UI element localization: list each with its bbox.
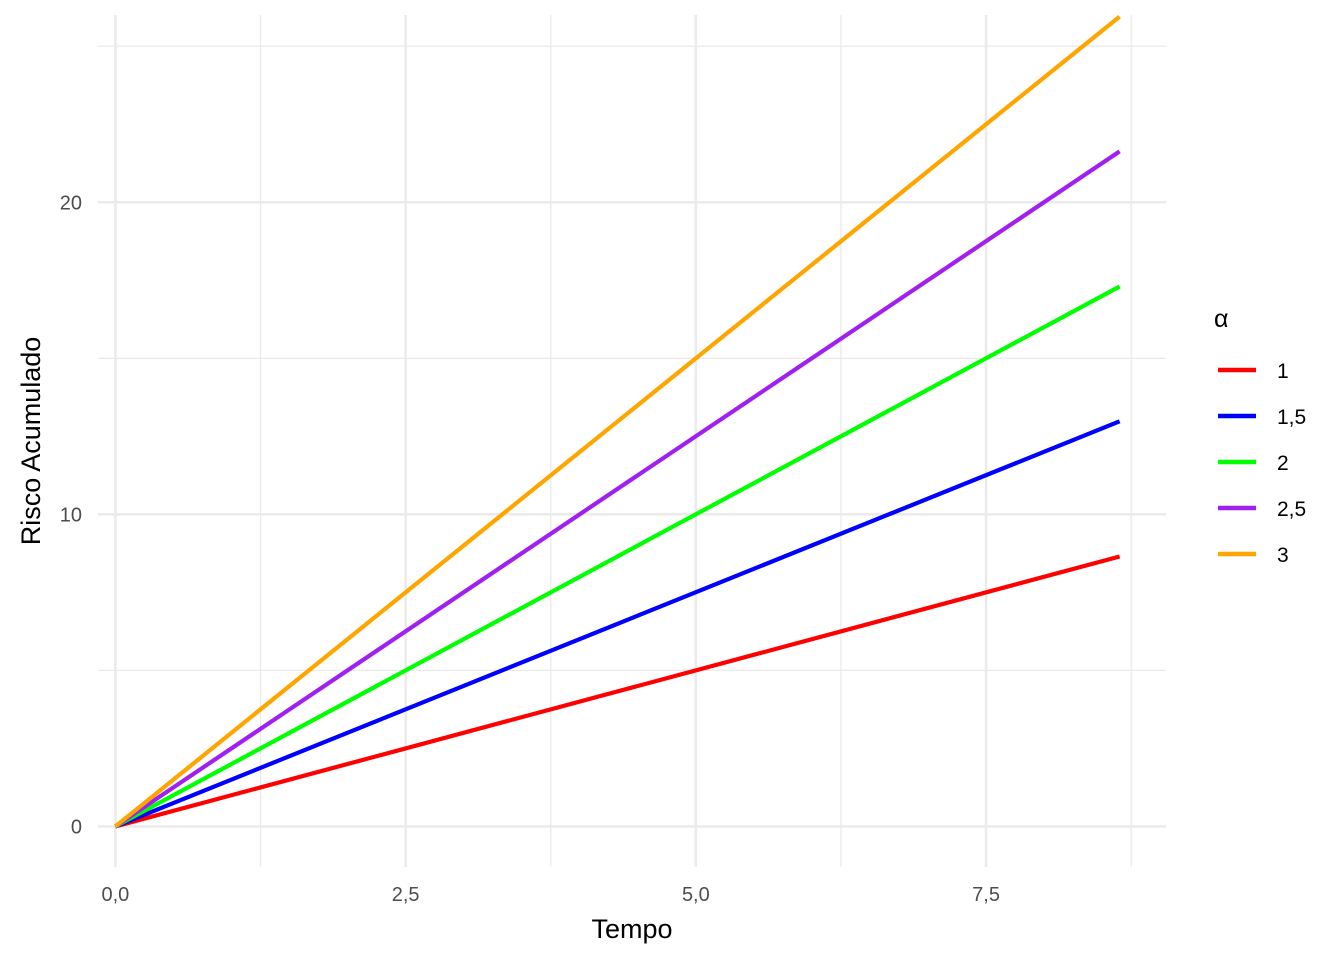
legend-item: 1,5 xyxy=(1218,406,1306,429)
legend-label: 3 xyxy=(1277,544,1289,567)
x-tick-label: 0,0 xyxy=(102,884,130,906)
legend-item: 2 xyxy=(1218,452,1289,475)
y-tick-label: 0 xyxy=(71,816,82,838)
grid-layer xyxy=(98,15,1166,867)
series-line-2-5 xyxy=(114,149,1121,829)
legend-label: 1 xyxy=(1277,360,1289,383)
series-line-3 xyxy=(114,14,1121,829)
legend-label: 2,5 xyxy=(1277,498,1306,521)
legend-item: 3 xyxy=(1218,544,1289,567)
series-line-2 xyxy=(114,284,1121,829)
tick-label-layer: 0,0 2,5 5,0 7,5 0 10 20 xyxy=(60,192,1000,906)
series-layer xyxy=(114,14,1121,829)
legend-title: α xyxy=(1214,305,1228,333)
legend-label: 1,5 xyxy=(1277,406,1306,429)
x-axis-title: Tempo xyxy=(591,914,672,944)
x-tick-label: 7,5 xyxy=(972,884,1000,906)
series-line-1-5 xyxy=(114,419,1121,829)
y-tick-label: 10 xyxy=(60,504,82,526)
x-tick-label: 5,0 xyxy=(682,884,710,906)
legend-item: 1 xyxy=(1218,360,1289,383)
x-tick-label: 2,5 xyxy=(392,884,420,906)
legend: α 1 1,5 2 2,5 3 xyxy=(1214,305,1306,567)
legend-item: 2,5 xyxy=(1218,498,1306,521)
legend-items: 1 1,5 2 2,5 3 xyxy=(1218,360,1306,567)
y-axis-title: Risco Acumulado xyxy=(16,337,46,546)
y-tick-label: 20 xyxy=(60,192,82,214)
legend-label: 2 xyxy=(1277,452,1289,475)
series-line-1 xyxy=(114,554,1121,829)
